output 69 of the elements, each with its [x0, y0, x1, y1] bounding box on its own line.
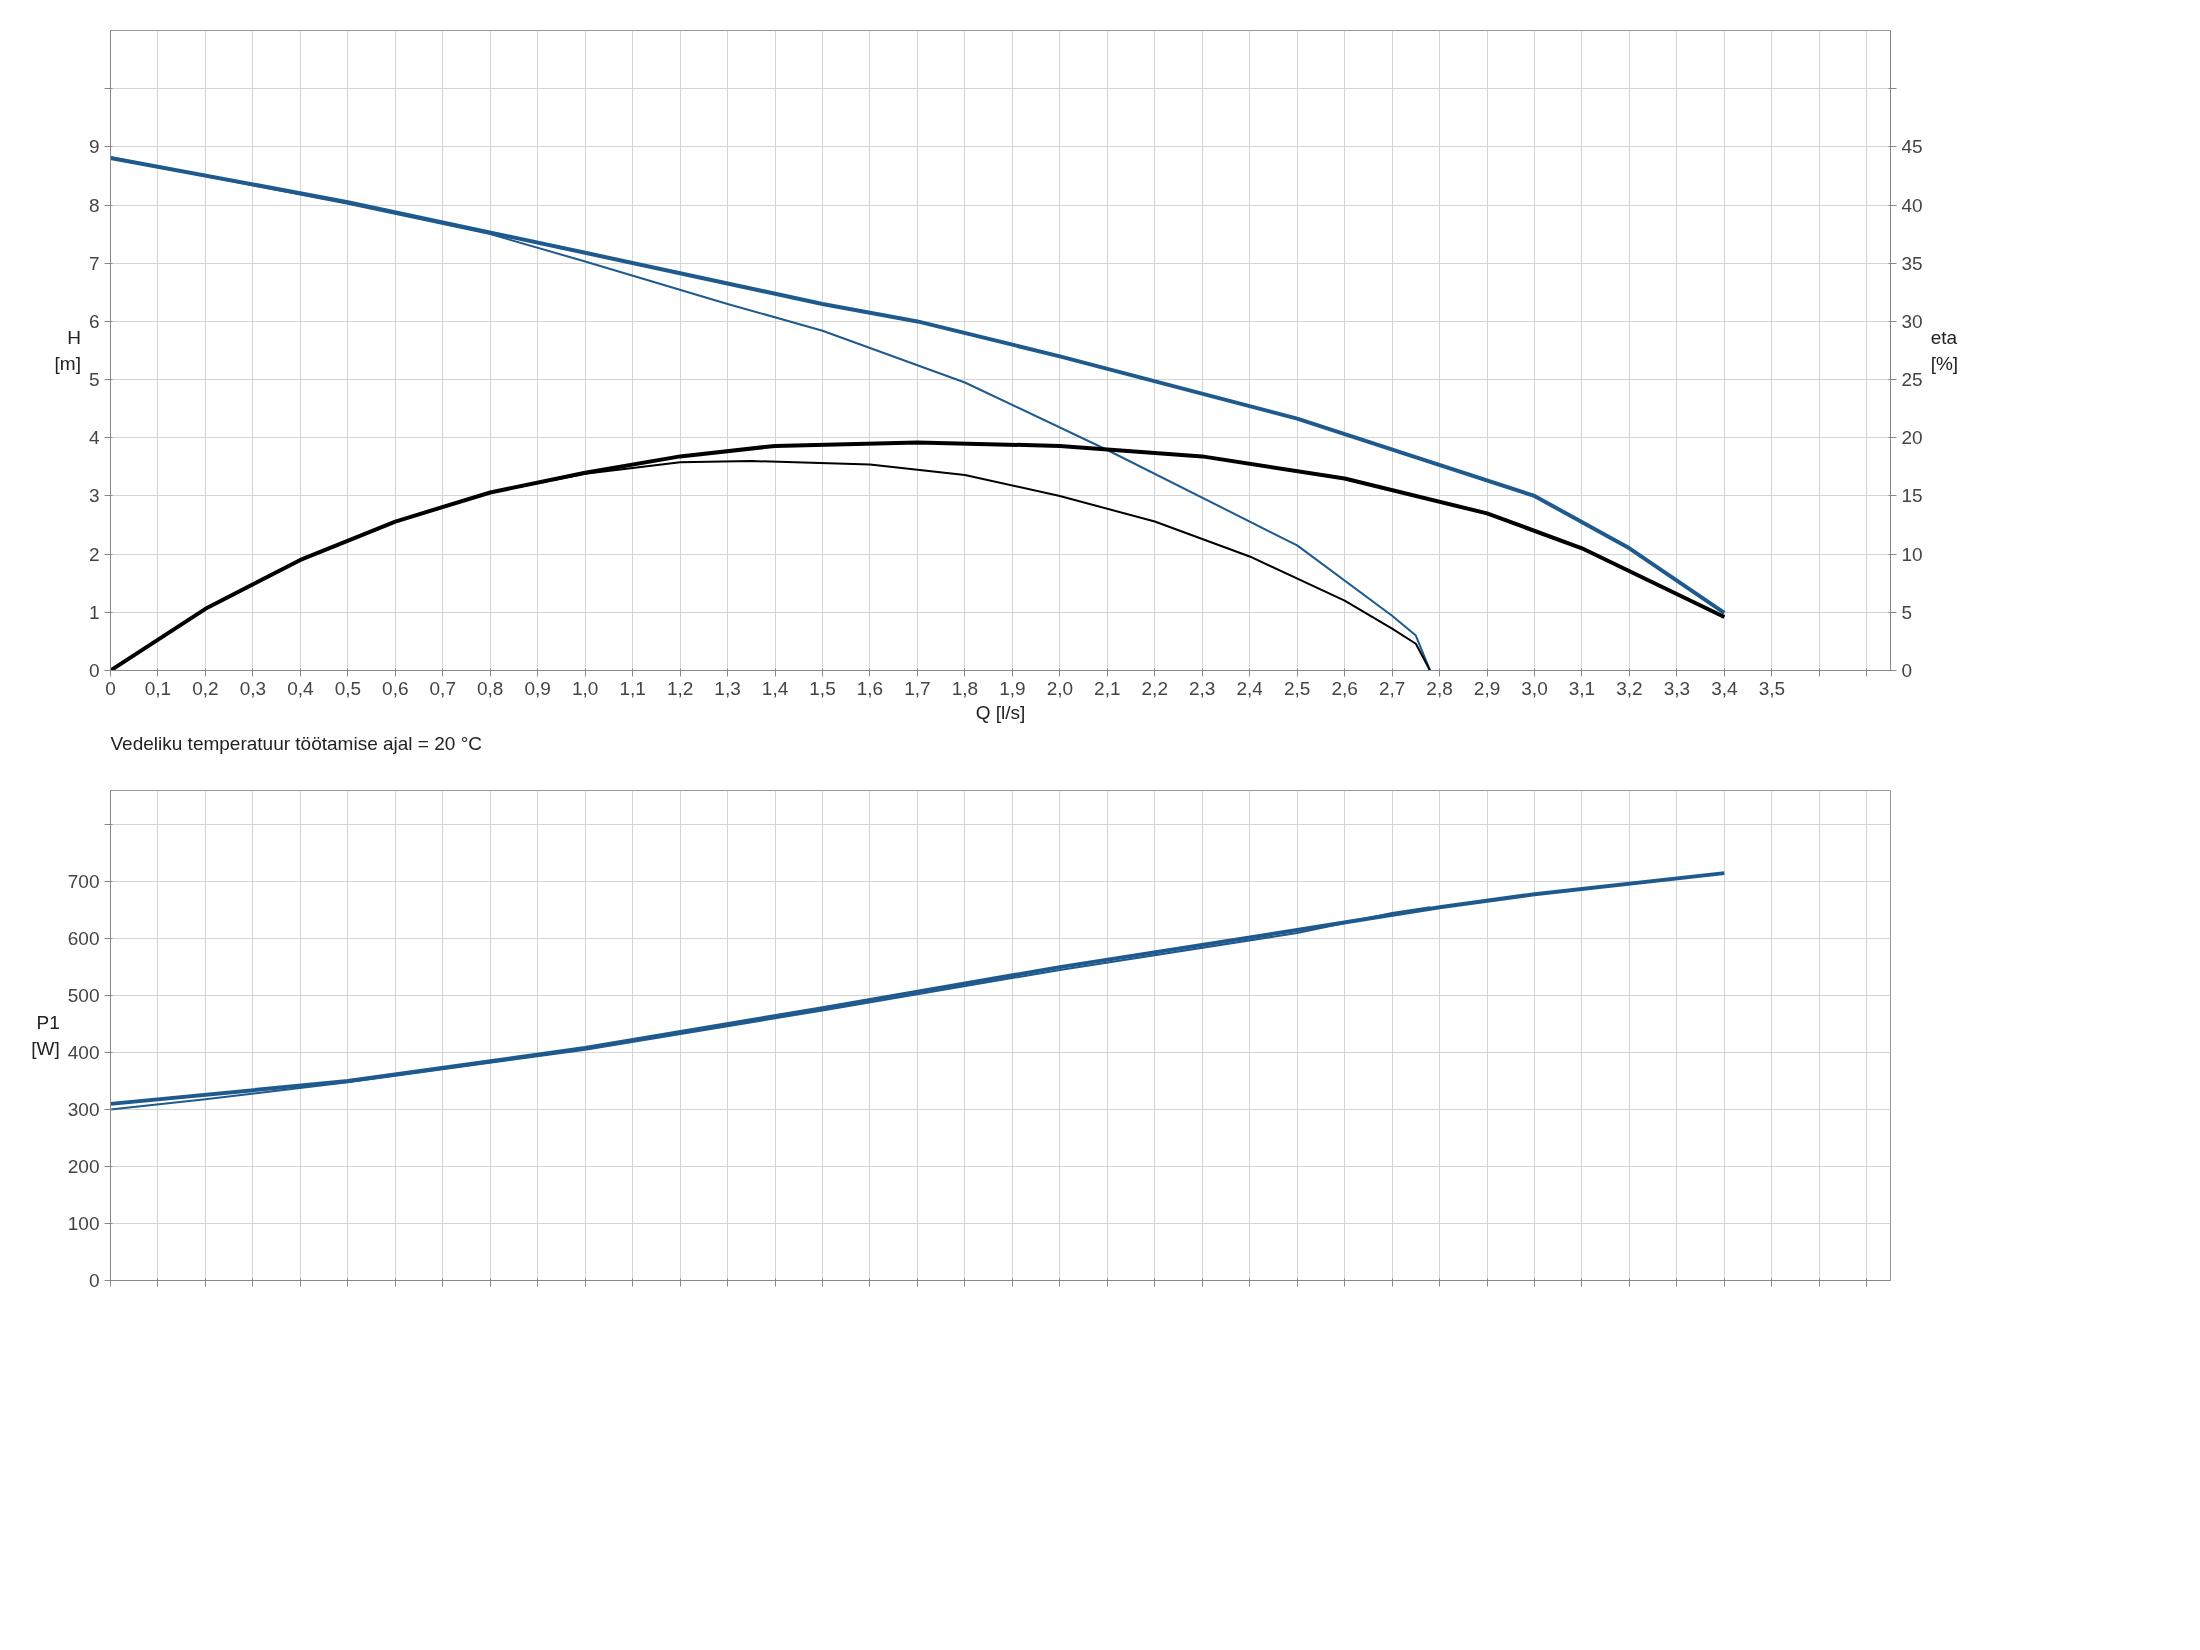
y-tick-label: 9 — [88, 136, 100, 158]
x-tick-label: 3,0 — [1521, 677, 1548, 699]
x-tick-label: 1,6 — [856, 677, 884, 699]
y-tick-label: 600 — [67, 928, 100, 950]
x-tick-label: 0,5 — [334, 677, 362, 699]
y2-axis-title: eta [%] — [1930, 327, 1959, 374]
x-tick-label: 3,5 — [1758, 677, 1786, 699]
y-tick-label: 700 — [67, 871, 100, 893]
x-tick-label: 1,5 — [809, 677, 836, 699]
x-tick-label: 1,2 — [666, 677, 694, 699]
x-tick-label: 0,2 — [192, 677, 219, 699]
x-tick-label: 1,7 — [904, 677, 931, 699]
x-tick-label: 1,1 — [619, 677, 646, 699]
x-tick-label: 2,4 — [1236, 677, 1264, 699]
x-tick-label: 1,4 — [761, 677, 789, 699]
x-tick-label: 1,8 — [951, 677, 979, 699]
y-tick-label: 4 — [88, 427, 100, 449]
y2-tick-label: 10 — [1901, 543, 1923, 565]
y-tick-label: 7 — [88, 252, 100, 274]
y-tick-label: 200 — [67, 1156, 100, 1178]
x-tick-label: 0,4 — [287, 677, 315, 699]
y-tick-label: 300 — [67, 1099, 100, 1121]
y-tick-label: 400 — [67, 1042, 100, 1064]
x-tick-label: 0,6 — [382, 677, 409, 699]
y-tick-label: 5 — [88, 369, 100, 391]
x-tick-label: 2,0 — [1046, 677, 1074, 699]
x-tick-label: 0,7 — [429, 677, 456, 699]
y-tick-label: 2 — [88, 543, 100, 565]
x-tick-label: 0,9 — [524, 677, 551, 699]
y2-tick-label: 35 — [1901, 252, 1923, 274]
y-tick-label: 8 — [88, 194, 100, 216]
x-axis-title: Q [l/s] — [975, 701, 1026, 723]
x-tick-label: 3,4 — [1711, 677, 1739, 699]
x-tick-label: 1,3 — [714, 677, 741, 699]
x-tick-label: 2,1 — [1094, 677, 1121, 699]
y2-tick-label: 30 — [1901, 310, 1923, 332]
x-tick-label: 0,3 — [239, 677, 267, 699]
x-tick-label: 2,2 — [1141, 677, 1168, 699]
y-tick-label: 3 — [88, 485, 100, 507]
x-tick-label: 0 — [105, 677, 116, 699]
x-tick-label: 1,0 — [571, 677, 599, 699]
text: Vedeliku temperatuur töötamise ajal = 20 °C — [110, 732, 482, 754]
y2-tick-label: 15 — [1901, 485, 1923, 507]
x-tick-label: 0,1 — [144, 677, 172, 699]
y-tick-label: 1 — [88, 601, 100, 623]
y-axis-title: P1 [W] — [31, 1012, 60, 1059]
y-tick-label: 500 — [67, 985, 100, 1007]
x-tick-label: 3,1 — [1568, 677, 1596, 699]
x-tick-label: 2,6 — [1331, 677, 1358, 699]
x-tick-label: 0,8 — [477, 677, 504, 699]
y2-tick-label: 0 — [1901, 660, 1913, 681]
y-axis-title: H [m] — [54, 327, 81, 374]
y2-tick-label: 5 — [1901, 601, 1913, 623]
x-tick-label: 3,2 — [1616, 677, 1643, 699]
y2-tick-label: 25 — [1901, 369, 1923, 391]
x-tick-label: 1,9 — [999, 677, 1026, 699]
x-tick-label: 2,7 — [1378, 677, 1406, 699]
y-tick-label: 0 — [88, 1270, 100, 1291]
x-tick-label: 2,3 — [1189, 677, 1216, 699]
y-tick-label: 100 — [67, 1213, 100, 1235]
x-tick-label: 3,3 — [1663, 677, 1691, 699]
x-tick-label: 2,9 — [1473, 677, 1501, 699]
y-tick-label: 0 — [88, 660, 100, 681]
y2-tick-label: 45 — [1901, 136, 1923, 158]
y-tick-label: 6 — [88, 310, 100, 332]
y2-tick-label: 20 — [1901, 427, 1923, 449]
y2-tick-label: 40 — [1901, 194, 1923, 216]
x-tick-label: 2,8 — [1426, 677, 1453, 699]
x-tick-label: 2,5 — [1283, 677, 1311, 699]
